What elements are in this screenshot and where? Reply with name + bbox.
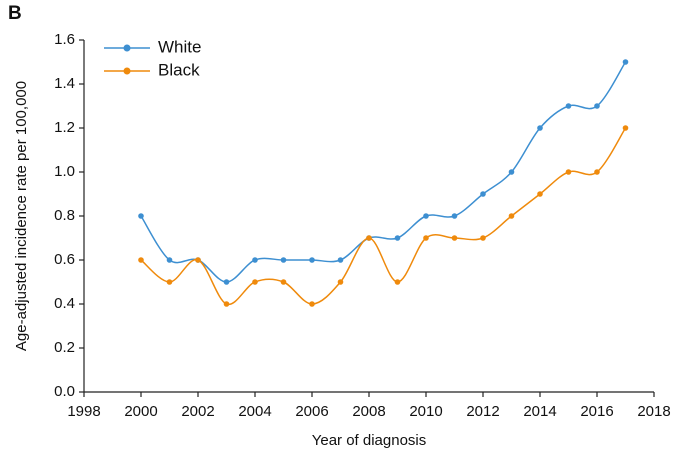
data-point	[252, 279, 258, 285]
data-point	[280, 257, 287, 263]
series-line	[140, 127, 627, 306]
series-line	[140, 61, 627, 283]
x-tick-label: 2012	[466, 403, 499, 420]
y-tick-label: 0.2	[54, 339, 75, 356]
x-tick-label: 2002	[181, 403, 214, 420]
y-tick-label: 0.6	[54, 251, 75, 268]
y-tick-label: 1.2	[54, 119, 75, 136]
data-point	[280, 279, 287, 285]
y-tick-label: 0.8	[54, 207, 75, 224]
data-point	[423, 213, 429, 219]
panel-label: B	[8, 3, 22, 24]
y-axis-label: Age-adjusted incidence rate per 100,000	[13, 81, 30, 351]
data-point	[337, 279, 344, 285]
x-axis-label: Year of diagnosis	[312, 432, 427, 449]
x-tick-label: 2006	[295, 403, 328, 420]
x-tick-label: 2008	[352, 403, 385, 420]
data-point	[195, 257, 201, 263]
x-tick-label: 2010	[409, 403, 442, 420]
legend-label: White	[158, 37, 201, 56]
y-tick-label: 0.0	[54, 383, 75, 400]
data-point	[223, 279, 230, 285]
data-point	[480, 235, 486, 241]
legend-label: Black	[158, 60, 200, 79]
data-point	[223, 301, 230, 307]
data-point	[394, 279, 401, 285]
data-point	[480, 191, 486, 197]
x-tick-label: 2014	[523, 403, 556, 420]
data-point	[594, 169, 600, 175]
x-tick-label: 2018	[637, 403, 670, 420]
data-point	[565, 103, 572, 109]
data-point	[309, 257, 315, 263]
data-point	[138, 213, 144, 219]
data-point	[622, 125, 629, 131]
x-tick-label: 2016	[580, 403, 613, 420]
data-point	[508, 213, 515, 219]
x-tick-label: 2000	[124, 403, 157, 420]
x-tick-label: 2004	[238, 403, 271, 420]
data-point	[166, 279, 173, 285]
data-point	[622, 59, 629, 65]
data-point	[138, 257, 144, 263]
data-point	[537, 125, 543, 131]
legend-marker	[123, 67, 131, 75]
x-tick-label: 1998	[67, 403, 100, 420]
data-point	[508, 169, 515, 175]
data-point	[565, 169, 572, 175]
data-point	[451, 235, 458, 241]
data-point	[366, 235, 372, 241]
data-point	[252, 257, 258, 263]
data-point	[309, 301, 315, 307]
y-tick-label: 1.4	[54, 75, 75, 92]
data-point	[537, 191, 543, 197]
y-tick-label: 1.6	[54, 31, 75, 48]
y-tick-label: 1.0	[54, 163, 75, 180]
data-point	[394, 235, 401, 241]
data-point	[594, 103, 600, 109]
data-point	[337, 257, 344, 263]
data-point	[166, 257, 173, 263]
legend-marker	[123, 44, 131, 52]
y-tick-label: 0.4	[54, 295, 75, 312]
data-point	[423, 235, 429, 241]
data-point	[451, 213, 458, 219]
